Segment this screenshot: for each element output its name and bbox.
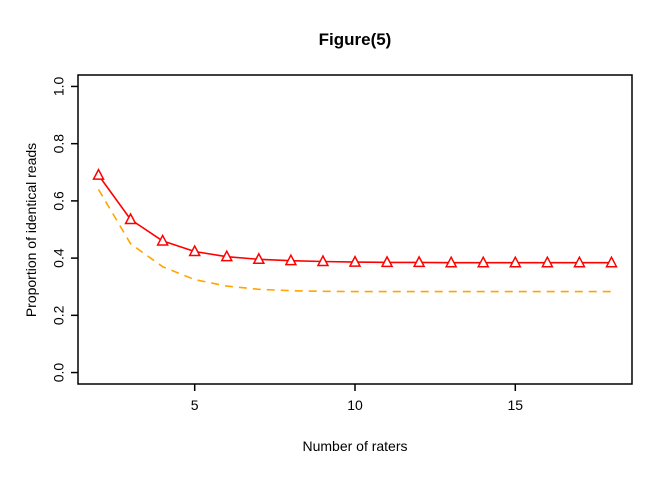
marker-triangle — [284, 253, 298, 266]
figure-title: Figure(5) — [318, 30, 392, 49]
marker-triangle — [380, 255, 394, 268]
x-axis-label: Number of raters — [302, 438, 408, 454]
y-axis-label: Proportion of identical reads — [23, 142, 39, 318]
x-tick-label: 10 — [347, 397, 363, 413]
marker-triangle — [509, 255, 522, 268]
marker-triangle — [124, 212, 137, 225]
y-tick-label: 0.0 — [51, 363, 67, 383]
y-tick-label: 0.2 — [51, 305, 67, 325]
marker-triangle — [252, 252, 266, 265]
marker-triangle — [541, 255, 554, 268]
x-tick-label: 5 — [191, 397, 199, 413]
y-tick-label: 0.8 — [51, 134, 67, 154]
marker-triangle — [605, 255, 618, 268]
marker-triangle — [220, 249, 234, 262]
marker-triangle — [188, 244, 201, 257]
marker-triangle — [573, 255, 586, 268]
x-tick-label: 15 — [508, 397, 524, 413]
series-line-red-solid-triangle-markers — [97, 174, 612, 264]
marker-triangle — [348, 255, 362, 267]
y-tick-label: 0.6 — [51, 191, 67, 211]
y-tick-label: 1.0 — [51, 77, 67, 97]
series-line-orange-dashed-no-markers — [97, 188, 612, 293]
marker-triangle — [412, 255, 426, 268]
marker-triangle — [444, 255, 458, 268]
y-tick-label: 0.4 — [51, 248, 67, 268]
marker-triangle — [156, 233, 169, 246]
marker-triangle — [316, 254, 330, 267]
plot-frame — [77, 74, 633, 385]
marker-triangle — [92, 168, 105, 180]
marker-triangle — [476, 255, 490, 268]
